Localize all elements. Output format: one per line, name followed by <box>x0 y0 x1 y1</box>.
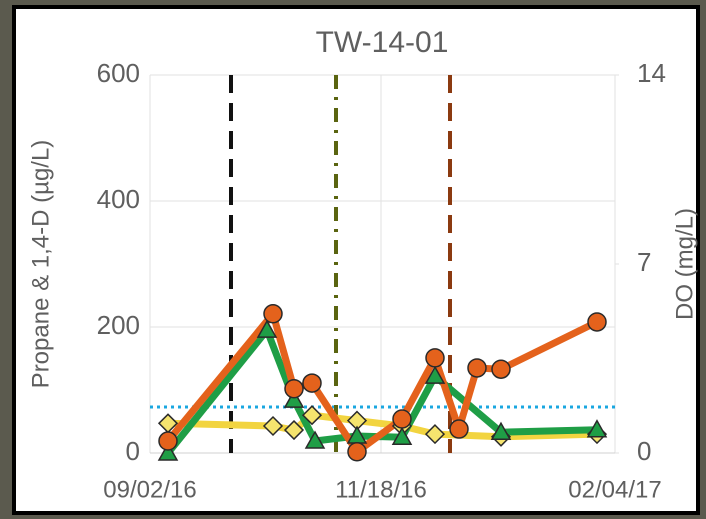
marker <box>304 430 326 449</box>
marker <box>491 359 511 379</box>
y-tick-label: 200 <box>97 310 140 340</box>
marker <box>158 431 178 451</box>
marker <box>424 365 446 384</box>
y-tick-label: 600 <box>97 58 140 88</box>
marker <box>449 419 469 439</box>
marker <box>157 442 179 461</box>
x-tick-label: 11/18/16 <box>335 476 427 503</box>
x-tick-label: 02/04/17 <box>568 476 661 503</box>
marker <box>424 424 446 445</box>
marker <box>302 373 322 393</box>
y2-tick-label: 14 <box>637 58 666 88</box>
y-tick-label: 400 <box>97 184 140 214</box>
marker <box>467 358 487 378</box>
marker <box>256 319 278 338</box>
y2-tick-label: 7 <box>637 247 651 277</box>
marker <box>283 389 305 408</box>
marker <box>301 405 323 426</box>
y-axis-label: Propane & 1,4-D (µg/L) <box>27 140 54 389</box>
y2-axis-label: DO (mg/L) <box>671 208 698 320</box>
marker <box>262 415 284 437</box>
marker <box>490 421 512 440</box>
y-tick-label: 0 <box>126 436 140 466</box>
x-tick-label: 09/02/16 <box>103 476 196 503</box>
marker <box>284 378 304 399</box>
marker <box>425 348 445 368</box>
marker <box>586 419 608 438</box>
marker <box>347 441 367 462</box>
marker <box>283 419 305 441</box>
chart-title: TW-14-01 <box>316 26 449 59</box>
marker <box>587 312 607 332</box>
marker <box>391 426 413 445</box>
marker <box>263 304 283 324</box>
y2-tick-label: 0 <box>637 436 651 466</box>
marker <box>392 409 412 429</box>
